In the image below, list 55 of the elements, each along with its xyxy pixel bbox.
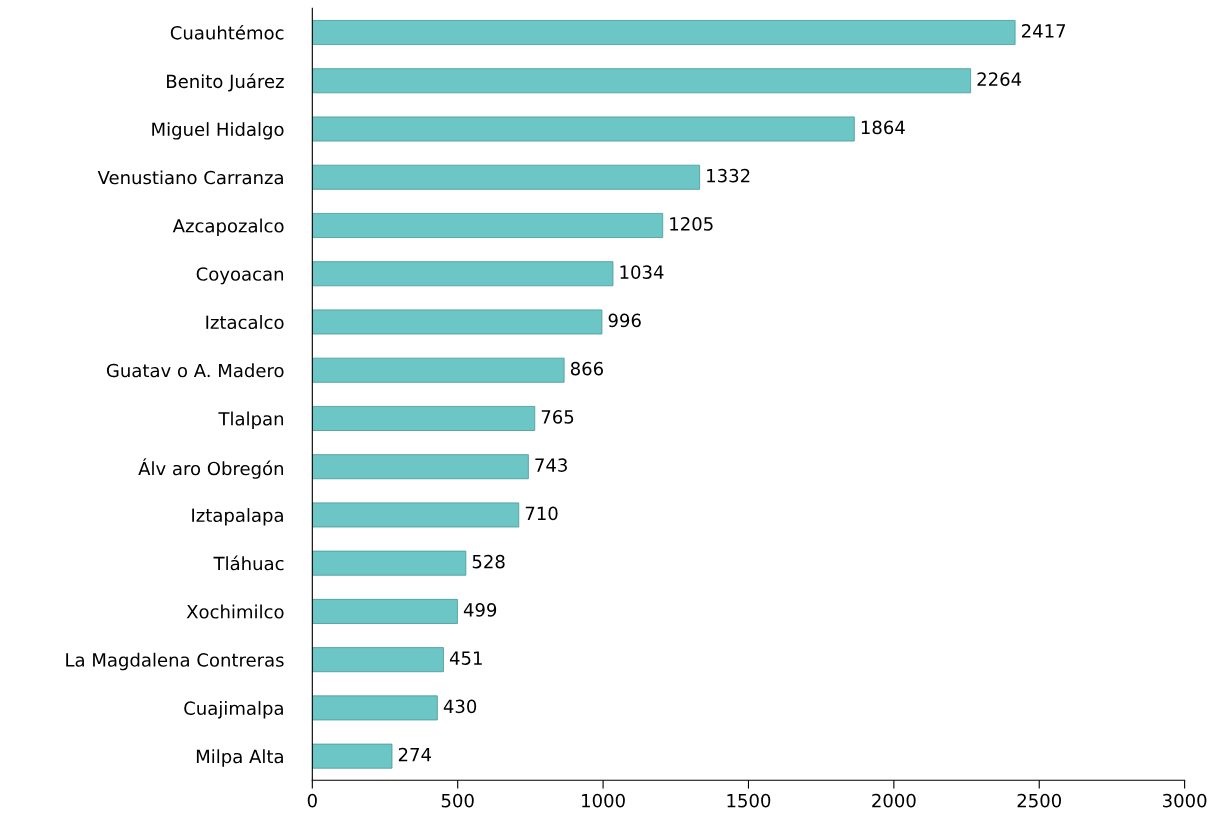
- y-tick-label: La Magdalena Contreras: [66, 652, 284, 671]
- y-tick-label: Tláhuac: [213, 555, 284, 571]
- data-label: 1332: [707, 168, 750, 183]
- x-tick-label: 500: [441, 793, 474, 808]
- data-label: 2264: [977, 72, 1022, 86]
- bar: [312, 357, 565, 383]
- x-tick-label: 0: [307, 793, 317, 808]
- x-tick-label: 3000: [1163, 793, 1207, 808]
- y-tick-label: Cuauhtémoc: [170, 24, 284, 40]
- bar: [312, 695, 438, 721]
- bar: [312, 68, 972, 94]
- bar: [312, 647, 444, 673]
- y-tick-label: Tlalpan: [218, 411, 284, 430]
- bar: [312, 550, 467, 576]
- bar: [312, 309, 603, 335]
- y-tick-label: Benito Juárez: [167, 73, 284, 92]
- bar: [312, 454, 529, 480]
- y-tick-label: Xochimilco: [186, 604, 284, 619]
- bar: [312, 502, 520, 528]
- data-label: 451: [449, 651, 482, 665]
- data-label: 996: [608, 313, 641, 328]
- data-label: 1034: [620, 265, 664, 279]
- y-tick-label: Azcapozalco: [172, 218, 284, 237]
- data-label: 499: [463, 603, 497, 617]
- x-tick-label: 1000: [582, 793, 625, 808]
- x-tick-label: 2000: [872, 793, 916, 808]
- data-label: 274: [398, 747, 431, 762]
- bar: [312, 405, 536, 431]
- bar: [312, 743, 393, 769]
- data-label: 1864: [861, 120, 905, 135]
- bar: [312, 164, 701, 190]
- y-tick-label: Cuajimalpa: [184, 701, 283, 719]
- y-tick-label: Guatav o A. Madero: [106, 363, 284, 378]
- data-label: 743: [535, 458, 567, 472]
- bar: [312, 116, 855, 142]
- y-tick-label: Álv aro Obregón: [138, 458, 284, 479]
- x-tick-label: 1500: [727, 793, 771, 808]
- bar: [312, 20, 1016, 45]
- data-label: 866: [570, 361, 604, 376]
- bar: [312, 598, 458, 624]
- data-label: 2417: [1021, 24, 1066, 38]
- bar: [312, 261, 614, 287]
- y-tick-label: Miguel Hidalgo: [152, 122, 284, 140]
- bar: [312, 213, 664, 238]
- x-tick-label: 2500: [1017, 793, 1062, 808]
- data-label: 765: [541, 410, 574, 424]
- data-label: 528: [472, 554, 505, 569]
- y-tick-label: Venustiano Carranza: [97, 170, 283, 185]
- y-tick-label: Iztacalco: [206, 315, 284, 330]
- y-tick-label: Iztapalapa: [192, 508, 283, 526]
- data-label: 1205: [670, 217, 713, 231]
- data-label: 430: [443, 699, 477, 714]
- y-tick-label: Milpa Alta: [196, 749, 283, 767]
- y-tick-label: Coyoacan: [196, 267, 283, 285]
- data-label: 710: [525, 506, 558, 521]
